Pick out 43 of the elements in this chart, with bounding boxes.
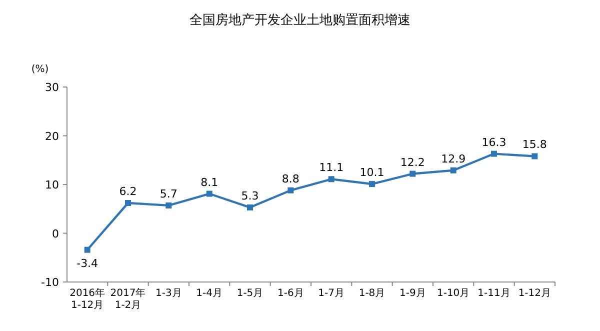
x-tick-label: 1-4月 (196, 288, 223, 299)
y-tick-label: 10 (45, 178, 59, 192)
point (125, 200, 131, 206)
data-label: 11.1 (319, 161, 344, 174)
point (84, 246, 90, 253)
point (206, 190, 212, 197)
x-tick-label: 1-6月 (277, 288, 304, 299)
x-tick-label: 2016年 1-12月 (70, 287, 106, 311)
data-label: 10.1 (360, 166, 384, 180)
x-tick-label: 2017年 1-2月 (110, 287, 146, 311)
point (288, 187, 294, 194)
x-tick-label: 1-5月 (236, 288, 264, 299)
data-label: 15.8 (522, 138, 547, 152)
y-tick-label: 0 (52, 227, 59, 240)
chart-title: 全国房地产开发企业土地购置面积增速 (190, 12, 410, 28)
point (532, 153, 538, 160)
data-label: 5.7 (160, 187, 178, 200)
point (247, 204, 253, 210)
x-tick-label: 1-3月 (155, 288, 182, 299)
x-tick-label: 1-10月 (436, 288, 470, 299)
x-tick-label: 1-11月 (478, 288, 510, 299)
x-tick-label: 1-7月 (318, 288, 345, 299)
data-label: 8.8 (282, 172, 300, 186)
data-label: 8.1 (200, 176, 218, 189)
point (369, 181, 375, 188)
point (491, 150, 497, 157)
x-tick-label: 1-9月 (399, 288, 426, 299)
data-label: 5.3 (241, 189, 259, 202)
data-label: 12.2 (400, 156, 425, 169)
x-tick-label: 1-12月 (518, 288, 552, 299)
point (410, 170, 416, 177)
y-tick-label: -10 (41, 276, 59, 289)
point (450, 167, 456, 174)
point (328, 176, 334, 182)
y-axis-title: (%) (31, 64, 49, 75)
data-label: 12.9 (441, 152, 466, 166)
y-tick-label: 20 (45, 130, 59, 143)
y-tick-label: 30 (45, 81, 59, 94)
data-label: -3.4 (76, 256, 98, 270)
x-tick-label: 1-8月 (358, 288, 386, 299)
point (166, 202, 172, 208)
data-label: 6.2 (119, 185, 137, 198)
data-label: 16.3 (482, 136, 506, 149)
